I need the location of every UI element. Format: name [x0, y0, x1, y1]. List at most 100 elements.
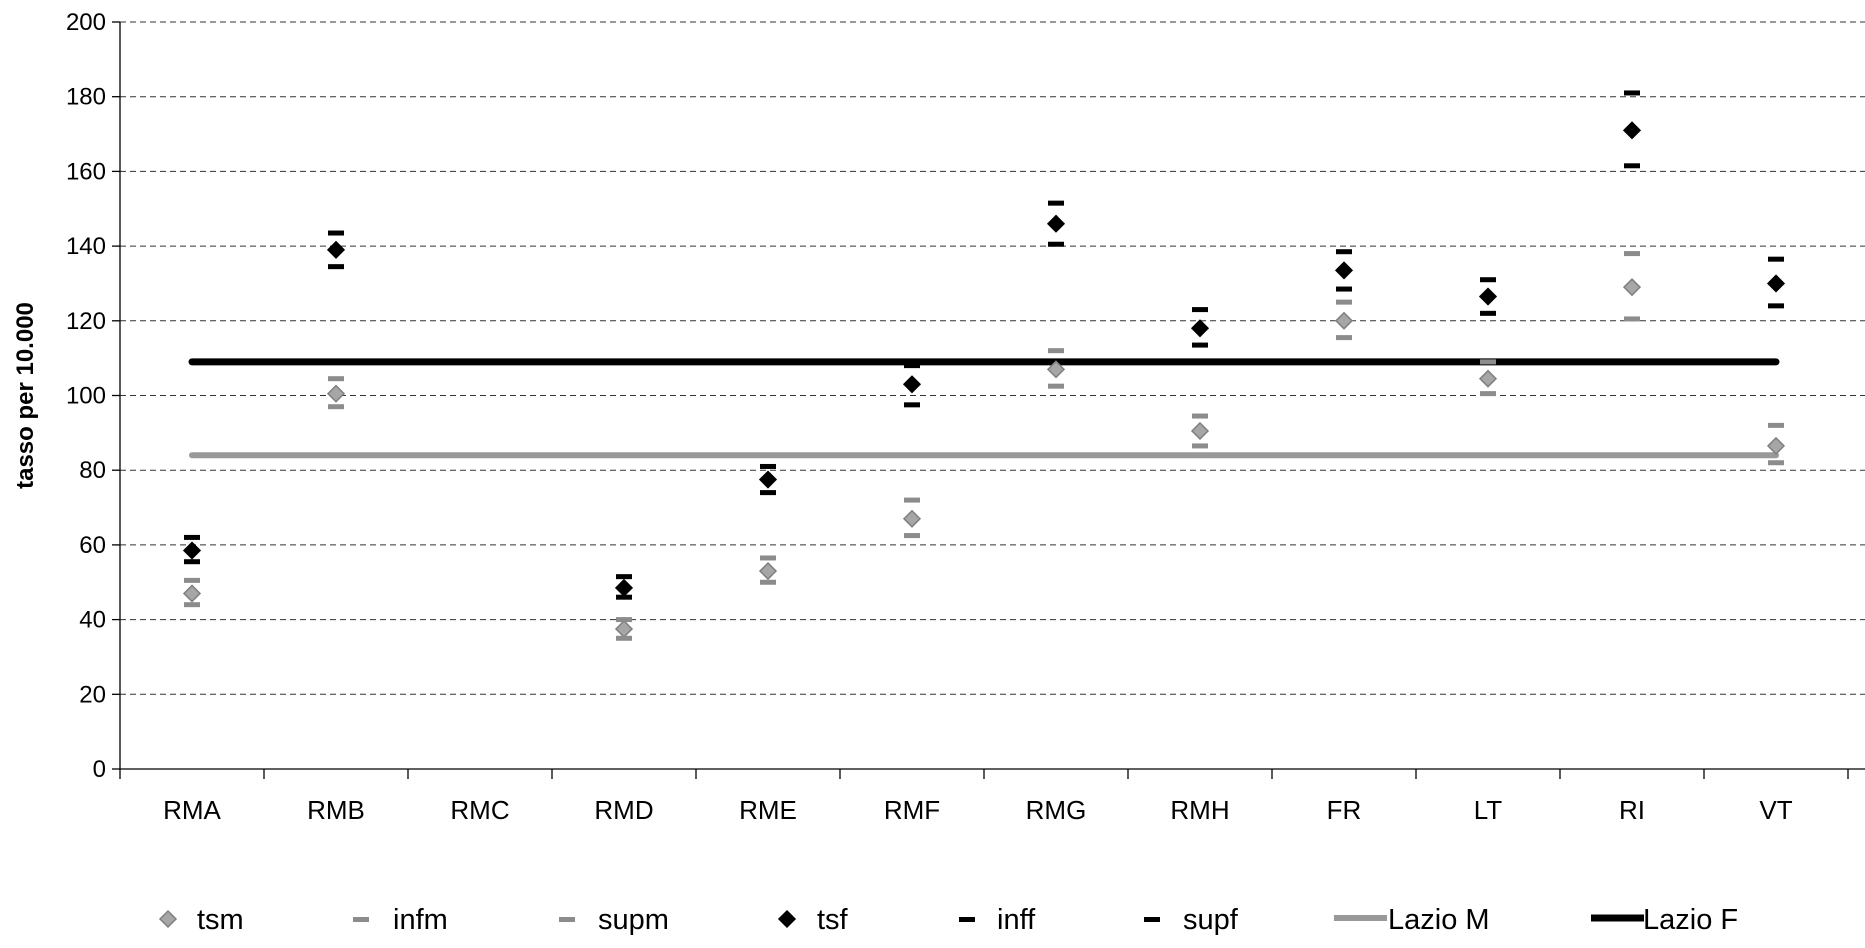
y-tick-label: 140 [66, 233, 106, 260]
y-tick-label: 200 [66, 9, 106, 36]
x-tick-label: RMC [450, 795, 509, 825]
tsf-point [326, 240, 346, 259]
inff-marker [1336, 286, 1352, 292]
supm-marker [1192, 413, 1208, 419]
tsf-point [1190, 319, 1210, 338]
inff-marker [1048, 241, 1064, 247]
supf-marker [1048, 200, 1064, 206]
legend-supf-symbol [1144, 917, 1160, 922]
tsf-point [758, 470, 778, 489]
inff-marker [328, 264, 344, 270]
supf-marker [1624, 90, 1640, 96]
inff-marker [1192, 342, 1208, 348]
inff-marker [1768, 303, 1784, 309]
legend-infm-symbol [353, 917, 369, 922]
tsm-point [614, 619, 634, 638]
y-tick-label: 160 [66, 158, 106, 185]
legend-tsf-label: tsf [817, 904, 849, 936]
legend-supm-symbol [559, 917, 575, 922]
legend-infm-label: infm [393, 904, 448, 936]
supm-marker [1336, 299, 1352, 305]
tsf-point [1046, 214, 1066, 233]
tsf-point [1334, 261, 1354, 280]
y-tick-label: 120 [66, 308, 106, 335]
x-tick-label: RME [739, 795, 797, 825]
supm-marker [1048, 348, 1064, 354]
gridlines [120, 21, 1865, 695]
supf-marker [616, 574, 632, 580]
tsm-point [1046, 360, 1066, 379]
infm-marker [616, 635, 632, 641]
tsm-point [1478, 369, 1498, 388]
tsf-point [1478, 287, 1498, 306]
infm-marker [904, 533, 920, 539]
supm-marker [328, 376, 344, 382]
reference-lines [188, 358, 1780, 459]
infm-marker [1624, 316, 1640, 322]
supf-marker [1768, 256, 1784, 262]
supf-marker [760, 463, 776, 469]
tsf-point [1622, 121, 1642, 140]
tsm-point [902, 509, 922, 528]
y-tick-label: 40 [79, 607, 106, 634]
x-tick-label: RMD [594, 795, 653, 825]
inff-marker [760, 490, 776, 496]
supm-marker [616, 617, 632, 623]
legend-tsm-symbol [158, 909, 178, 929]
tsm-point [1190, 421, 1210, 441]
y-tick-label: 60 [79, 532, 106, 559]
tsm-point [1622, 278, 1642, 297]
infm-marker [1192, 443, 1208, 449]
infm-marker [1480, 391, 1496, 397]
inff-marker [616, 594, 632, 600]
x-tick-label: FR [1327, 795, 1362, 825]
axes: 0 20 40 60 80 100 120 140 160 180 200 RMA RMB RMC RMD R… [66, 9, 1865, 825]
x-tick-label: RMF [884, 795, 940, 825]
legend: tsm infm supm tsf inff supf Lazio M Lazio F [158, 904, 1738, 936]
legend-tsf-symbol [777, 909, 797, 929]
legend-inff-label: inff [997, 904, 1036, 936]
tsf-point [614, 578, 634, 597]
x-tick-label: RMB [307, 795, 365, 825]
infm-marker [1336, 335, 1352, 341]
infm-marker [760, 579, 776, 585]
legend-tsm-label: tsm [197, 904, 244, 936]
y-tick-label: 0 [93, 756, 106, 783]
y-tick-label: 80 [79, 457, 106, 484]
y-tick-label: 180 [66, 84, 106, 111]
infm-marker [328, 404, 344, 410]
supf-marker [1336, 249, 1352, 255]
tsm-point [758, 561, 778, 581]
x-tick-label: RMA [163, 795, 221, 825]
x-tick-label: RI [1619, 795, 1645, 825]
x-tick-label: RMH [1170, 795, 1229, 825]
supf-marker [1480, 277, 1496, 283]
supf-marker [904, 363, 920, 369]
x-tick-label: LT [1474, 795, 1503, 825]
tsm-point [1766, 436, 1786, 455]
legend-inff-symbol [959, 917, 975, 922]
supm-marker [760, 555, 776, 561]
infm-marker [184, 602, 200, 608]
infm-marker [1768, 460, 1784, 466]
y-tick-label: 20 [79, 681, 106, 708]
tsf-point [1766, 274, 1786, 293]
tsf-point [902, 375, 922, 394]
legend-supf-label: supf [1183, 904, 1239, 936]
infm-marker [1048, 383, 1064, 389]
y-tick-label: 100 [66, 383, 106, 410]
x-tick-label: VT [1759, 795, 1792, 825]
inff-marker [904, 402, 920, 408]
inff-marker [1624, 163, 1640, 169]
tsm-point [182, 584, 202, 603]
tsf-point [182, 541, 202, 560]
legend-lazio-m-label: Lazio M [1388, 904, 1490, 936]
inff-marker [1480, 310, 1496, 316]
supf-marker [328, 230, 344, 236]
legend-supm-label: supm [598, 904, 669, 936]
supm-marker [1624, 251, 1640, 257]
x-tick-label: RMG [1026, 795, 1087, 825]
supf-marker [1192, 307, 1208, 313]
inff-marker [184, 559, 200, 565]
